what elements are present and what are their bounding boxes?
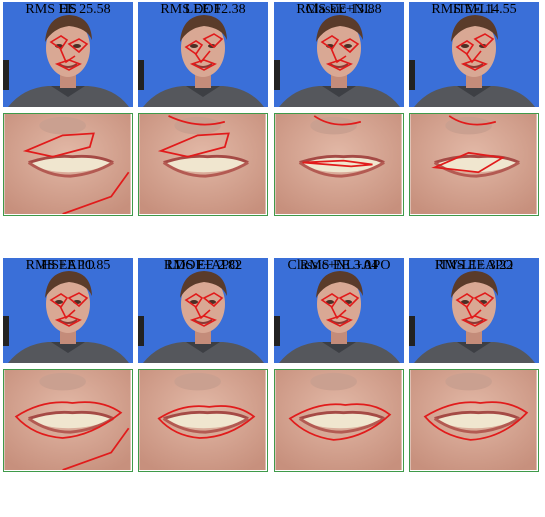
rms-error-label: RMS EE 3.22 (434, 258, 514, 273)
rms-error-label: RMS EE 3.04 (299, 258, 379, 273)
face-panel (409, 2, 539, 107)
rms-error-label: RMS EE 25.58 (25, 2, 111, 17)
mouth-panel (3, 113, 133, 216)
mouth-panel (3, 369, 133, 472)
face-image (3, 2, 133, 107)
method-label: Classic+NL (305, 2, 373, 17)
face-image (274, 2, 404, 107)
mouth-panel (274, 369, 404, 472)
face-image (138, 2, 268, 107)
rms-error-label: RMS EE 2.82 (163, 258, 243, 273)
mouth-closeup-image (410, 370, 537, 470)
mouth-panel (409, 113, 539, 216)
mouth-closeup-image (4, 370, 131, 470)
mouth-closeup-image (275, 114, 402, 214)
face-panel (3, 258, 133, 363)
rms-error-label: RMS EE 13.88 (296, 2, 382, 17)
rms-error-label: RMS EE 14.55 (431, 2, 517, 17)
mouth-closeup-image (410, 114, 537, 214)
face-image (409, 258, 539, 363)
face-image (274, 258, 404, 363)
results-grid: HS RMS EE 25.58 (3, 2, 543, 515)
method-label: ITV-L1+APO (434, 258, 514, 273)
mouth-panel (138, 113, 268, 216)
method-label: HS+APO (41, 258, 95, 273)
face-image (138, 258, 268, 363)
face-image (3, 258, 133, 363)
mouth-panel (274, 113, 404, 216)
mouth-panel (138, 369, 268, 472)
mouth-closeup-image (139, 114, 266, 214)
method-label: Classic+NL+APO (287, 258, 391, 273)
face-panel (138, 258, 268, 363)
method-label: ITV-L1 (452, 2, 496, 17)
rms-error-label: RMS EE 12.38 (160, 2, 246, 17)
rms-error-label: RMS EE 11.85 (25, 258, 111, 273)
mouth-closeup-image (275, 370, 402, 470)
face-panel (274, 258, 404, 363)
mouth-closeup-image (139, 370, 266, 470)
method-label: LDOF+APO (166, 258, 240, 273)
mouth-closeup-image (4, 114, 131, 214)
method-label: HS (59, 2, 77, 17)
face-panel (274, 2, 404, 107)
face-panel (409, 258, 539, 363)
face-panel (138, 2, 268, 107)
face-panel (3, 2, 133, 107)
method-label: LDOF (184, 2, 222, 17)
face-image (409, 2, 539, 107)
mouth-panel (409, 369, 539, 472)
